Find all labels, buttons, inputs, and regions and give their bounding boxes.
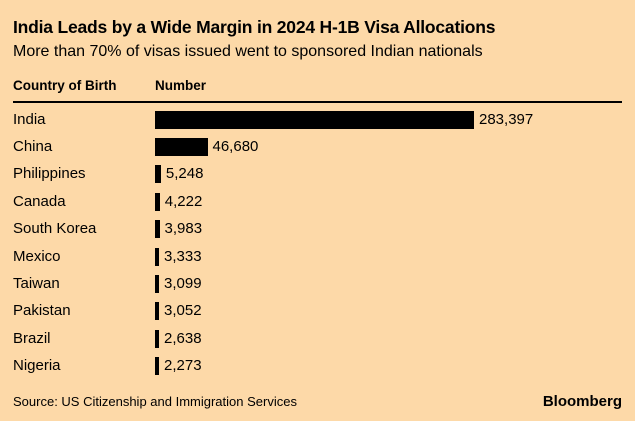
header-rule xyxy=(13,101,622,103)
chart-title: India Leads by a Wide Margin in 2024 H-1… xyxy=(13,17,496,37)
bar-chart: India 283,397 China 46,680 Philippines 5,248 C… xyxy=(13,106,622,380)
footer: Source: US Citizenship and Immigration S… xyxy=(13,393,622,411)
value-label: 3,099 xyxy=(164,275,202,293)
value-label: 46,680 xyxy=(212,138,259,156)
bar-area: 2,638 xyxy=(155,329,622,348)
bar xyxy=(155,138,208,157)
table-row: China 46,680 xyxy=(13,133,622,160)
bar-area: 3,052 xyxy=(155,302,622,321)
table-row: Nigeria 2,273 xyxy=(13,353,622,380)
bar-area: 3,099 xyxy=(155,275,622,294)
country-label: China xyxy=(13,138,53,156)
bar xyxy=(155,247,159,266)
chart-subtitle: More than 70% of visas issued went to sp… xyxy=(13,43,483,60)
value-label: 5,248 xyxy=(165,165,204,183)
value-label: 3,983 xyxy=(164,220,203,238)
country-label: Brazil xyxy=(13,329,51,347)
value-label: 4,222 xyxy=(164,192,203,210)
bar xyxy=(155,302,159,321)
country-label: Nigeria xyxy=(13,357,61,375)
bar-area: 283,397 xyxy=(155,110,622,129)
bar-area: 5,248 xyxy=(155,165,622,184)
table-row: Taiwan 3,099 xyxy=(13,270,622,297)
column-header-number: Number xyxy=(155,78,207,93)
bar-area: 46,680 xyxy=(155,138,622,157)
country-label: South Korea xyxy=(13,220,97,238)
value-label: 3,333 xyxy=(164,247,202,265)
value-label: 3,052 xyxy=(164,302,202,320)
country-label: India xyxy=(13,110,46,128)
table-row: Mexico 3,333 xyxy=(13,243,622,270)
bar xyxy=(155,329,159,348)
bar xyxy=(155,192,160,211)
bar xyxy=(155,220,160,239)
bar xyxy=(155,357,159,376)
bar-area: 4,222 xyxy=(155,192,622,211)
country-label: Taiwan xyxy=(13,275,60,293)
table-row: Philippines 5,248 xyxy=(13,161,622,188)
table-row: South Korea 3,983 xyxy=(13,216,622,243)
bar-area: 2,273 xyxy=(155,357,622,376)
country-label: Mexico xyxy=(13,247,61,265)
value-label: 2,638 xyxy=(164,329,202,347)
table-row: India 283,397 xyxy=(13,106,622,133)
country-label: Philippines xyxy=(13,165,86,183)
value-label: 2,273 xyxy=(164,357,202,375)
value-label: 283,397 xyxy=(479,110,534,128)
bar xyxy=(155,165,161,184)
column-header-country: Country of Birth xyxy=(13,78,117,93)
country-label: Canada xyxy=(13,192,66,210)
bar xyxy=(155,110,474,129)
table-row: Pakistan 3,052 xyxy=(13,298,622,325)
bar-area: 3,983 xyxy=(155,220,622,239)
bar-area: 3,333 xyxy=(155,247,622,266)
bar xyxy=(155,275,159,294)
source-note: Source: US Citizenship and Immigration S… xyxy=(13,393,297,409)
table-row: Canada 4,222 xyxy=(13,188,622,215)
bloomberg-logo: Bloomberg xyxy=(542,392,622,410)
table-row: Brazil 2,638 xyxy=(13,325,622,352)
country-label: Pakistan xyxy=(13,302,71,320)
column-headers: Country of Birth Number xyxy=(13,78,622,94)
